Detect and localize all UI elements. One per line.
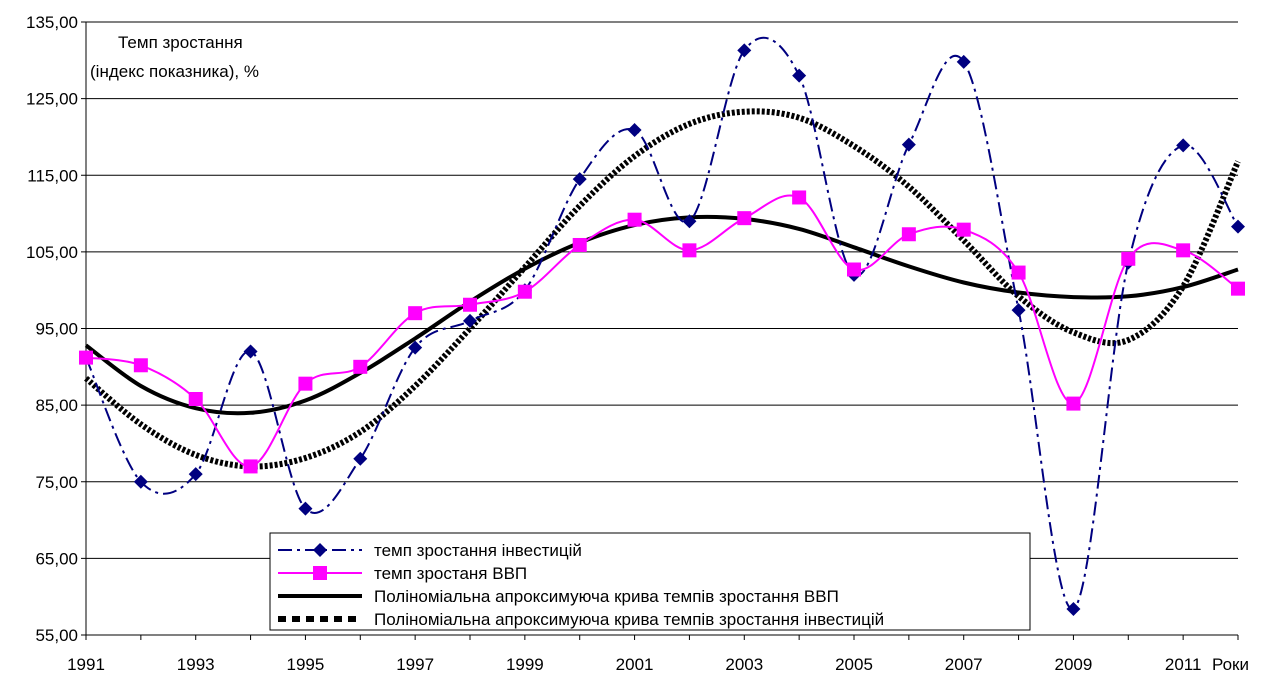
legend-item-poly-investments: Поліноміальна апроксимуюча крива темпів … [278,610,884,629]
x-tick-label: 2005 [835,655,873,674]
x-tick-label: 1995 [287,655,325,674]
data-point-investments [133,474,148,489]
y-tick-label: 95,00 [35,320,78,339]
y-tick-label: 135,00 [26,13,78,32]
legend-label-poly-investments: Поліноміальна апроксимуюча крива темпів … [374,610,884,629]
y-tick-label: 55,00 [35,626,78,645]
data-point-gdp [188,391,203,406]
x-tick-label: 2007 [945,655,983,674]
y-tick-label: 65,00 [35,549,78,568]
data-point-investments [627,123,642,138]
data-point-gdp [1011,265,1026,280]
data-point-investments [463,313,477,328]
legend-item-poly-gdp: Поліноміальна апроксимуюча крива темпів … [278,587,839,606]
diamond-marker [313,543,327,557]
data-point-investments [737,43,752,58]
y-tick-labels: 55,00 65,00 75,00 85,00 95,00 105,00 115,00 125… [26,13,78,645]
data-point-gdp [1121,251,1136,266]
data-point-gdp [792,190,807,205]
y-axis-label-line1: Темп зростання [118,33,243,52]
y-tick-label: 115,00 [27,166,78,185]
data-point-investments [1176,138,1191,153]
data-point-gdp [901,227,916,242]
series-markers [79,43,1245,616]
series-line-poly-gdp [84,214,1239,416]
legend-item-gdp: темп зростаня ВВП [278,564,527,583]
data-point-investments [956,54,971,69]
data-point-gdp [572,237,587,252]
y-tick-label: 75,00 [35,473,78,492]
data-point-gdp [243,459,258,474]
data-point-gdp [133,358,148,373]
data-point-gdp [517,284,532,299]
data-point-gdp [353,359,368,374]
legend-item-investments: темп зростання інвестицій [278,541,582,560]
data-point-gdp [1176,243,1191,258]
data-point-gdp [627,212,642,227]
data-point-gdp [463,297,477,312]
x-tick-label: 2003 [725,655,763,674]
y-tick-label: 125,00 [26,90,78,109]
data-point-investments [353,451,368,466]
data-point-investments [572,172,587,187]
data-point-investments [792,68,807,83]
x-tick-label: 1991 [67,655,105,674]
series-lines [84,37,1241,610]
axes [81,21,1239,640]
x-tick-label: 2001 [616,655,654,674]
legend-label-gdp: темп зростаня ВВП [374,564,527,583]
y-tick-label: 105,00 [26,243,78,262]
data-point-investments [188,467,203,482]
data-point-gdp [408,306,423,321]
legend-label-investments: темп зростання інвестицій [374,541,582,560]
data-point-gdp [737,211,752,226]
x-tick-labels: 1991 1993 1995 1997 1999 2001 2003 2005 2007 2009… [67,655,1201,674]
data-point-gdp [79,350,93,365]
data-point-investments [901,137,916,152]
data-point-investments [243,344,258,359]
data-point-investments [408,340,423,355]
y-axis-label-line2: (індекс показника), % [90,62,259,81]
square-marker [313,566,327,580]
x-tick-label: 1999 [506,655,544,674]
data-point-gdp [1231,281,1245,296]
x-tick-label: 2009 [1055,655,1093,674]
data-point-investments [682,214,697,229]
data-point-investments [1231,219,1245,234]
legend-label-poly-gdp: Поліноміальна апроксимуюча крива темпів … [374,587,839,606]
data-point-gdp [682,243,697,258]
x-axis-label: Роки [1212,655,1249,674]
x-tick-label: 2011 [1165,655,1202,674]
data-point-investments [1066,601,1081,616]
data-point-investments [1011,303,1026,318]
legend: темп зростання інвестицій темп зростаня … [269,532,1031,631]
x-tick-label: 1997 [396,655,434,674]
data-point-gdp [847,262,861,277]
data-point-gdp [956,222,971,237]
y-tick-label: 85,00 [35,396,78,415]
legend-box [269,532,1031,631]
data-point-investments [298,501,313,516]
data-point-gdp [1066,396,1081,411]
series-line-poly-investments [84,108,1241,470]
data-point-gdp [298,376,313,391]
gridlines [86,21,1238,559]
x-tick-label: 1993 [177,655,215,674]
series-line-investments [85,37,1239,610]
